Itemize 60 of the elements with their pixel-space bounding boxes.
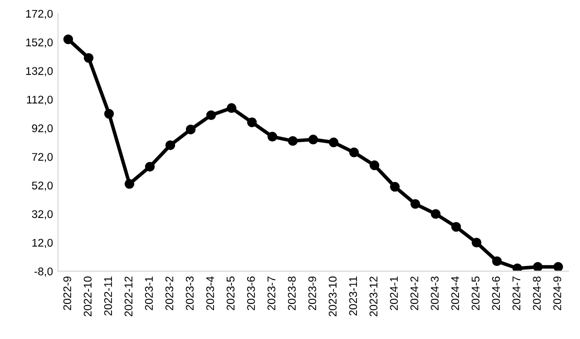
- point: [288, 136, 298, 146]
- point: [370, 160, 380, 170]
- point: [124, 179, 134, 189]
- point: [308, 134, 318, 144]
- y-tick-label: 112,0: [27, 96, 53, 105]
- point: [512, 263, 522, 272]
- x-tick-label: 2023-4: [206, 276, 214, 310]
- x-tick-label: 2024-2: [410, 276, 418, 310]
- x-tick-label: 2024-4: [451, 276, 460, 310]
- x-tick-label: 2024-6: [492, 276, 500, 310]
- x-tick-label: 2023-6: [247, 276, 255, 310]
- point: [63, 34, 74, 44]
- point: [328, 138, 338, 148]
- x-tick-label: 2024-9: [553, 276, 562, 310]
- point: [186, 124, 196, 134]
- point: [247, 117, 257, 128]
- point: [104, 108, 114, 119]
- point: [349, 148, 359, 158]
- x-tick-label: 2023-11: [349, 276, 358, 316]
- point: [430, 209, 441, 219]
- y-tick-label: -8,0: [34, 267, 53, 277]
- x-tick-label: 2023-2: [165, 276, 174, 310]
- point: [84, 53, 94, 63]
- point: [226, 103, 236, 113]
- y-tick-label: 32,0: [32, 210, 53, 220]
- point: [553, 262, 564, 272]
- point: [532, 262, 543, 272]
- x-tick-label: 2022-9: [63, 276, 72, 310]
- point: [206, 110, 216, 120]
- point: [268, 132, 278, 142]
- x-tick-label: 2023-10: [328, 276, 337, 316]
- y-tick-label: 52,0: [32, 182, 53, 191]
- y-tick-label: 132,0: [26, 67, 53, 76]
- x-tick-label: 2024-8: [532, 276, 541, 310]
- y-tick-label: 152,0: [26, 38, 53, 48]
- x-tick-label: 2023-3: [186, 276, 194, 310]
- y-tick-label: 92,0: [32, 124, 53, 134]
- x-tick-label: 2023-5: [226, 276, 235, 310]
- point: [390, 182, 400, 192]
- point: [472, 238, 482, 248]
- x-tick-label: 2022-11: [104, 276, 112, 316]
- x-tick-label: 2024-7: [512, 276, 520, 310]
- y-tick-label: 172,0: [26, 10, 53, 20]
- point: [451, 222, 461, 232]
- x-tick-label: 2022-12: [124, 276, 132, 316]
- point: [410, 199, 420, 209]
- point: [165, 140, 176, 150]
- point: [145, 162, 155, 172]
- x-tick-label: 2023-1: [144, 276, 153, 310]
- x-tick-label: 2022-10: [84, 276, 92, 316]
- x-tick-label: 2023-7: [267, 276, 276, 310]
- x-tick-label: 2024-5: [472, 276, 480, 310]
- x-tick-label: 2023-8: [288, 276, 296, 310]
- x-tick-label: 2024-3: [430, 276, 439, 310]
- x-tick-label: 2023-12: [370, 276, 378, 316]
- y-tick-label: 72,0: [32, 152, 53, 162]
- x-tick-label: 2023-9: [308, 276, 316, 310]
- x-tick-label: 2024-1: [390, 276, 398, 310]
- y-tick-label: 12,0: [32, 238, 53, 248]
- point: [492, 256, 502, 266]
